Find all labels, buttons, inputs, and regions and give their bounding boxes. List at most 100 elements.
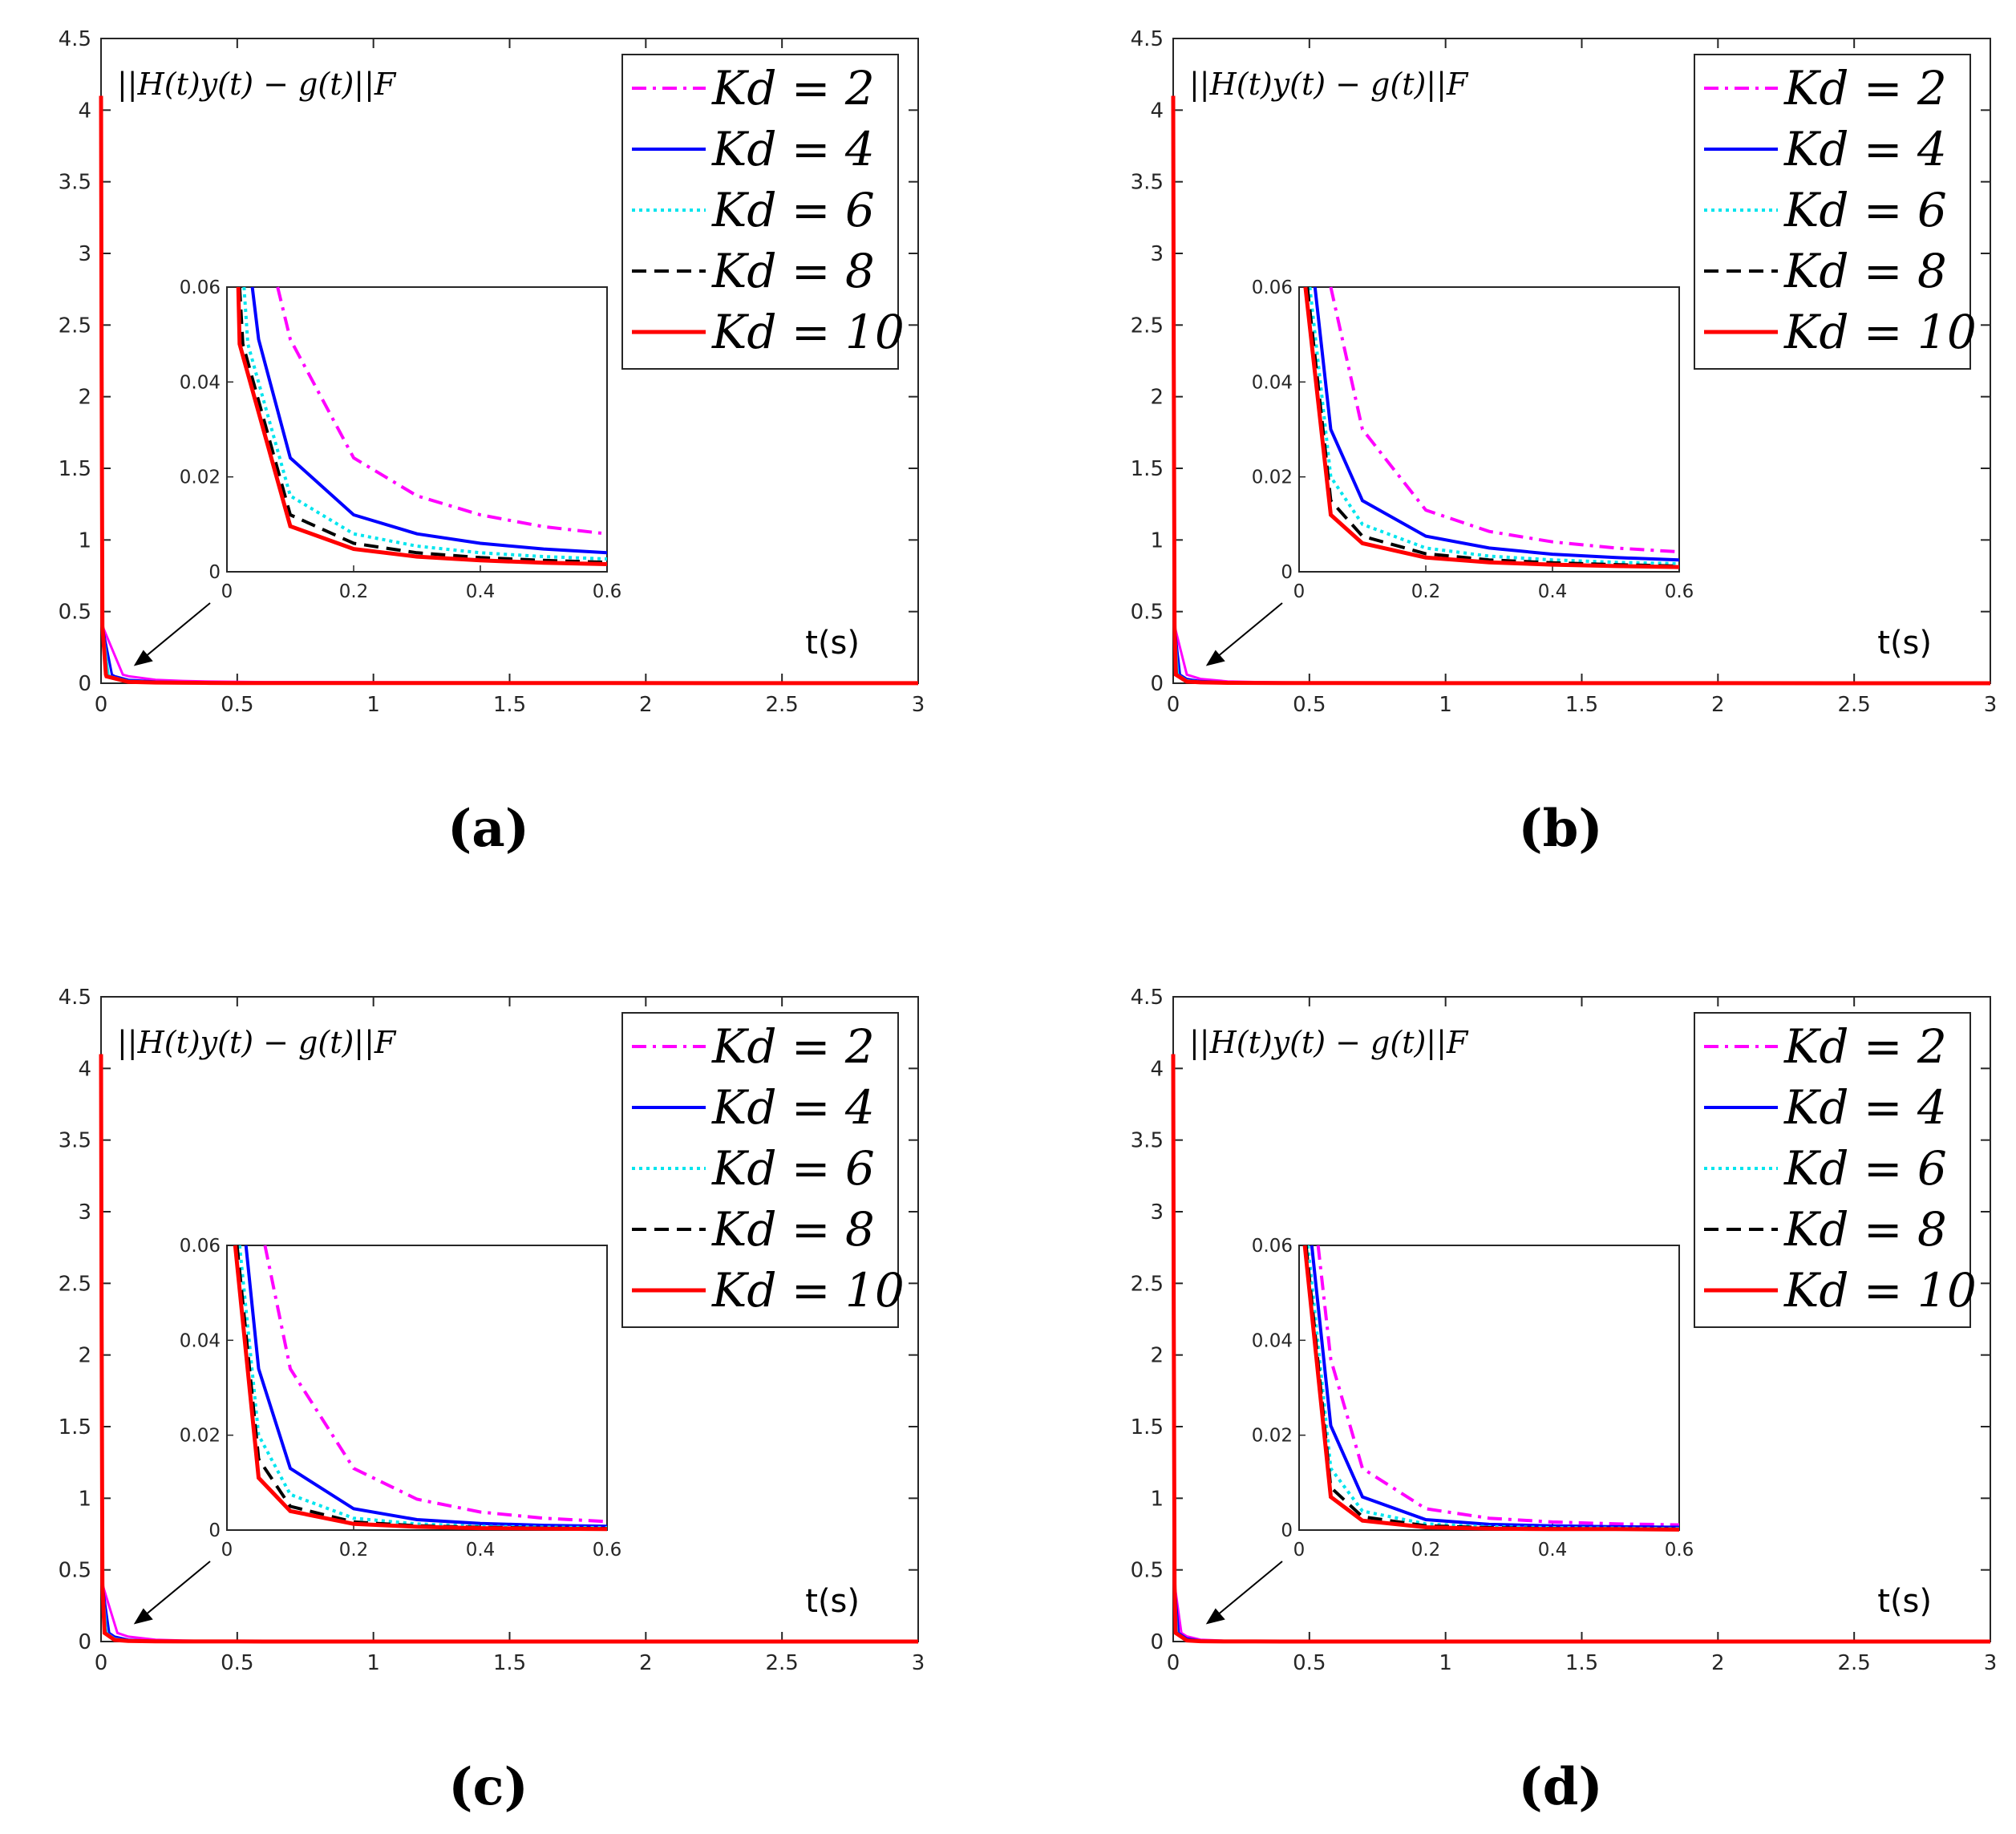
y-tick-label: 1: [1150, 528, 1164, 553]
x-tick-label: 2: [639, 1651, 653, 1675]
inset-series-line: [237, 286, 608, 565]
inset-y-tick-label: 0.06: [1252, 277, 1293, 298]
chart-panel-4: 0 0.5 1 1.5 2 2.5 3 0 0.5 1 1.5 2 2.5 3 3.5 4 4.5 ||H(t)y…: [1131, 986, 1998, 1817]
x-axis-label: t(s): [1877, 1583, 1932, 1620]
y-tick-label: 2.5: [59, 314, 91, 338]
y-tick-label: 0: [78, 672, 91, 696]
x-tick-label: 1.5: [1565, 693, 1598, 717]
legend-label: Kd = 4: [1783, 1080, 1947, 1135]
y-tick-label: 3.5: [1131, 171, 1164, 195]
legend-label: Kd = 4: [1783, 122, 1947, 176]
x-tick-label: 0.5: [221, 693, 253, 717]
y-axis-label: ||H(t)y(t) − g(t)||F: [1189, 1025, 1469, 1060]
x-tick-label: 2.5: [765, 1651, 798, 1675]
y-tick-label: 0.5: [1131, 601, 1164, 625]
inset-x-tick-label: 0.4: [466, 581, 496, 602]
zoom-arrow: [1213, 602, 1283, 661]
legend-label: Kd = 2: [1783, 61, 1947, 115]
inset-x-tick-label: 0: [221, 1540, 233, 1561]
inset-plot-area: [1298, 1245, 1680, 1531]
x-tick-label: 2.5: [1837, 693, 1870, 717]
panel-caption: (b): [1518, 799, 1602, 859]
inset-y-tick-label: 0.04: [1252, 1330, 1293, 1351]
panel-caption: (a): [447, 799, 529, 859]
main-series-line: [99, 1054, 918, 1644]
x-tick-label: 0: [95, 1651, 108, 1675]
main-series-line: [1171, 95, 1991, 686]
inset-y-tick-label: 0.06: [1252, 1236, 1293, 1257]
zoom-arrow-head: [1205, 1608, 1225, 1625]
x-tick-label: 1.5: [493, 693, 526, 717]
inset-series-line: [1308, 286, 1680, 565]
x-tick-label: 2: [639, 693, 653, 717]
zoom-arrow-head: [1205, 650, 1225, 666]
legend-label: Kd = 2: [1783, 1019, 1947, 1074]
x-tick-label: 2.5: [1837, 1651, 1870, 1675]
y-tick-label: 0: [1150, 1630, 1164, 1654]
inset-series-line: [1313, 286, 1680, 562]
x-tick-label: 3: [1984, 1651, 1998, 1675]
y-tick-label: 1.5: [1131, 457, 1164, 481]
legend-label: Kd = 8: [1783, 1202, 1947, 1257]
x-tick-label: 2.5: [765, 693, 798, 717]
inset-y-tick-label: 0: [1281, 562, 1293, 583]
x-tick-label: 0: [1167, 1651, 1180, 1675]
y-axis-label: ||H(t)y(t) − g(t)||F: [117, 1025, 397, 1060]
y-tick-label: 1.5: [59, 457, 91, 481]
chart-panel-1: 0 0.5 1 1.5 2 2.5 3 0 0.5 1 1.5 2 2.5 3 3.5 4 4.5 ||H(t)y…: [59, 27, 925, 859]
inset-x-tick-label: 0.6: [593, 1540, 622, 1561]
legend-label: Kd = 10: [711, 1263, 905, 1318]
y-tick-label: 3: [78, 1200, 91, 1225]
y-tick-label: 3.5: [59, 1129, 91, 1153]
inset-x-tick-label: 0: [1293, 581, 1306, 602]
x-tick-label: 1: [1439, 1651, 1452, 1675]
inset-x-tick-label: 0.2: [339, 581, 369, 602]
y-tick-label: 3: [1150, 242, 1164, 266]
legend-label: Kd = 10: [1783, 1263, 1977, 1318]
inset-y-tick-label: 0: [208, 1520, 221, 1541]
legend-label: Kd = 6: [1783, 1141, 1947, 1196]
y-tick-label: 1: [1150, 1487, 1164, 1511]
legend-label: Kd = 8: [711, 244, 875, 298]
y-tick-label: 4: [1150, 99, 1164, 123]
legend-label: Kd = 4: [711, 122, 875, 176]
x-tick-label: 3: [912, 1651, 925, 1675]
inset-series-line: [1316, 1245, 1680, 1527]
x-tick-label: 1: [366, 1651, 380, 1675]
y-tick-label: 3.5: [1131, 1129, 1164, 1153]
inset-x-tick-label: 0: [221, 581, 233, 602]
x-axis-label: t(s): [805, 625, 860, 662]
zoom-arrow-head: [133, 650, 153, 666]
y-tick-label: 4: [78, 99, 91, 123]
y-tick-label: 0.5: [1131, 1559, 1164, 1583]
y-tick-label: 4: [78, 1057, 91, 1081]
y-tick-label: 3: [78, 242, 91, 266]
inset-y-tick-label: 0.04: [180, 1330, 221, 1351]
inset-x-tick-label: 0.2: [1411, 581, 1441, 602]
legend-label: Kd = 6: [711, 1141, 875, 1196]
inset-y-tick-label: 0.02: [180, 468, 221, 488]
inset-series-line: [236, 286, 608, 566]
legend-label: Kd = 2: [711, 1019, 875, 1074]
y-tick-label: 3.5: [59, 171, 91, 195]
inset-y-tick-label: 0: [1281, 1520, 1293, 1541]
y-tick-label: 4: [1150, 1057, 1164, 1081]
x-tick-label: 1.5: [493, 1651, 526, 1675]
y-tick-label: 0.5: [59, 1559, 91, 1583]
y-tick-label: 2.5: [59, 1272, 91, 1296]
x-axis-label: t(s): [805, 1583, 860, 1620]
y-tick-label: 4.5: [59, 27, 91, 51]
inset-x-tick-label: 0.6: [1665, 1540, 1694, 1561]
y-tick-label: 0: [78, 1630, 91, 1654]
inset-y-tick-label: 0.04: [180, 372, 221, 393]
y-tick-label: 2: [78, 386, 91, 410]
x-tick-label: 1: [366, 693, 380, 717]
legend-label: Kd = 8: [1783, 244, 1947, 298]
x-tick-label: 3: [1984, 693, 1998, 717]
main-series-line: [99, 95, 919, 686]
inset-x-tick-label: 0.4: [1538, 1540, 1568, 1561]
legend-label: Kd = 6: [1783, 183, 1947, 237]
chart-panel-2: 0 0.5 1 1.5 2 2.5 3 0 0.5 1 1.5 2 2.5 3 3.5 4 4.5 ||H(t)y…: [1131, 27, 1998, 859]
y-tick-label: 4.5: [1131, 986, 1164, 1010]
x-tick-label: 0.5: [1293, 693, 1326, 717]
